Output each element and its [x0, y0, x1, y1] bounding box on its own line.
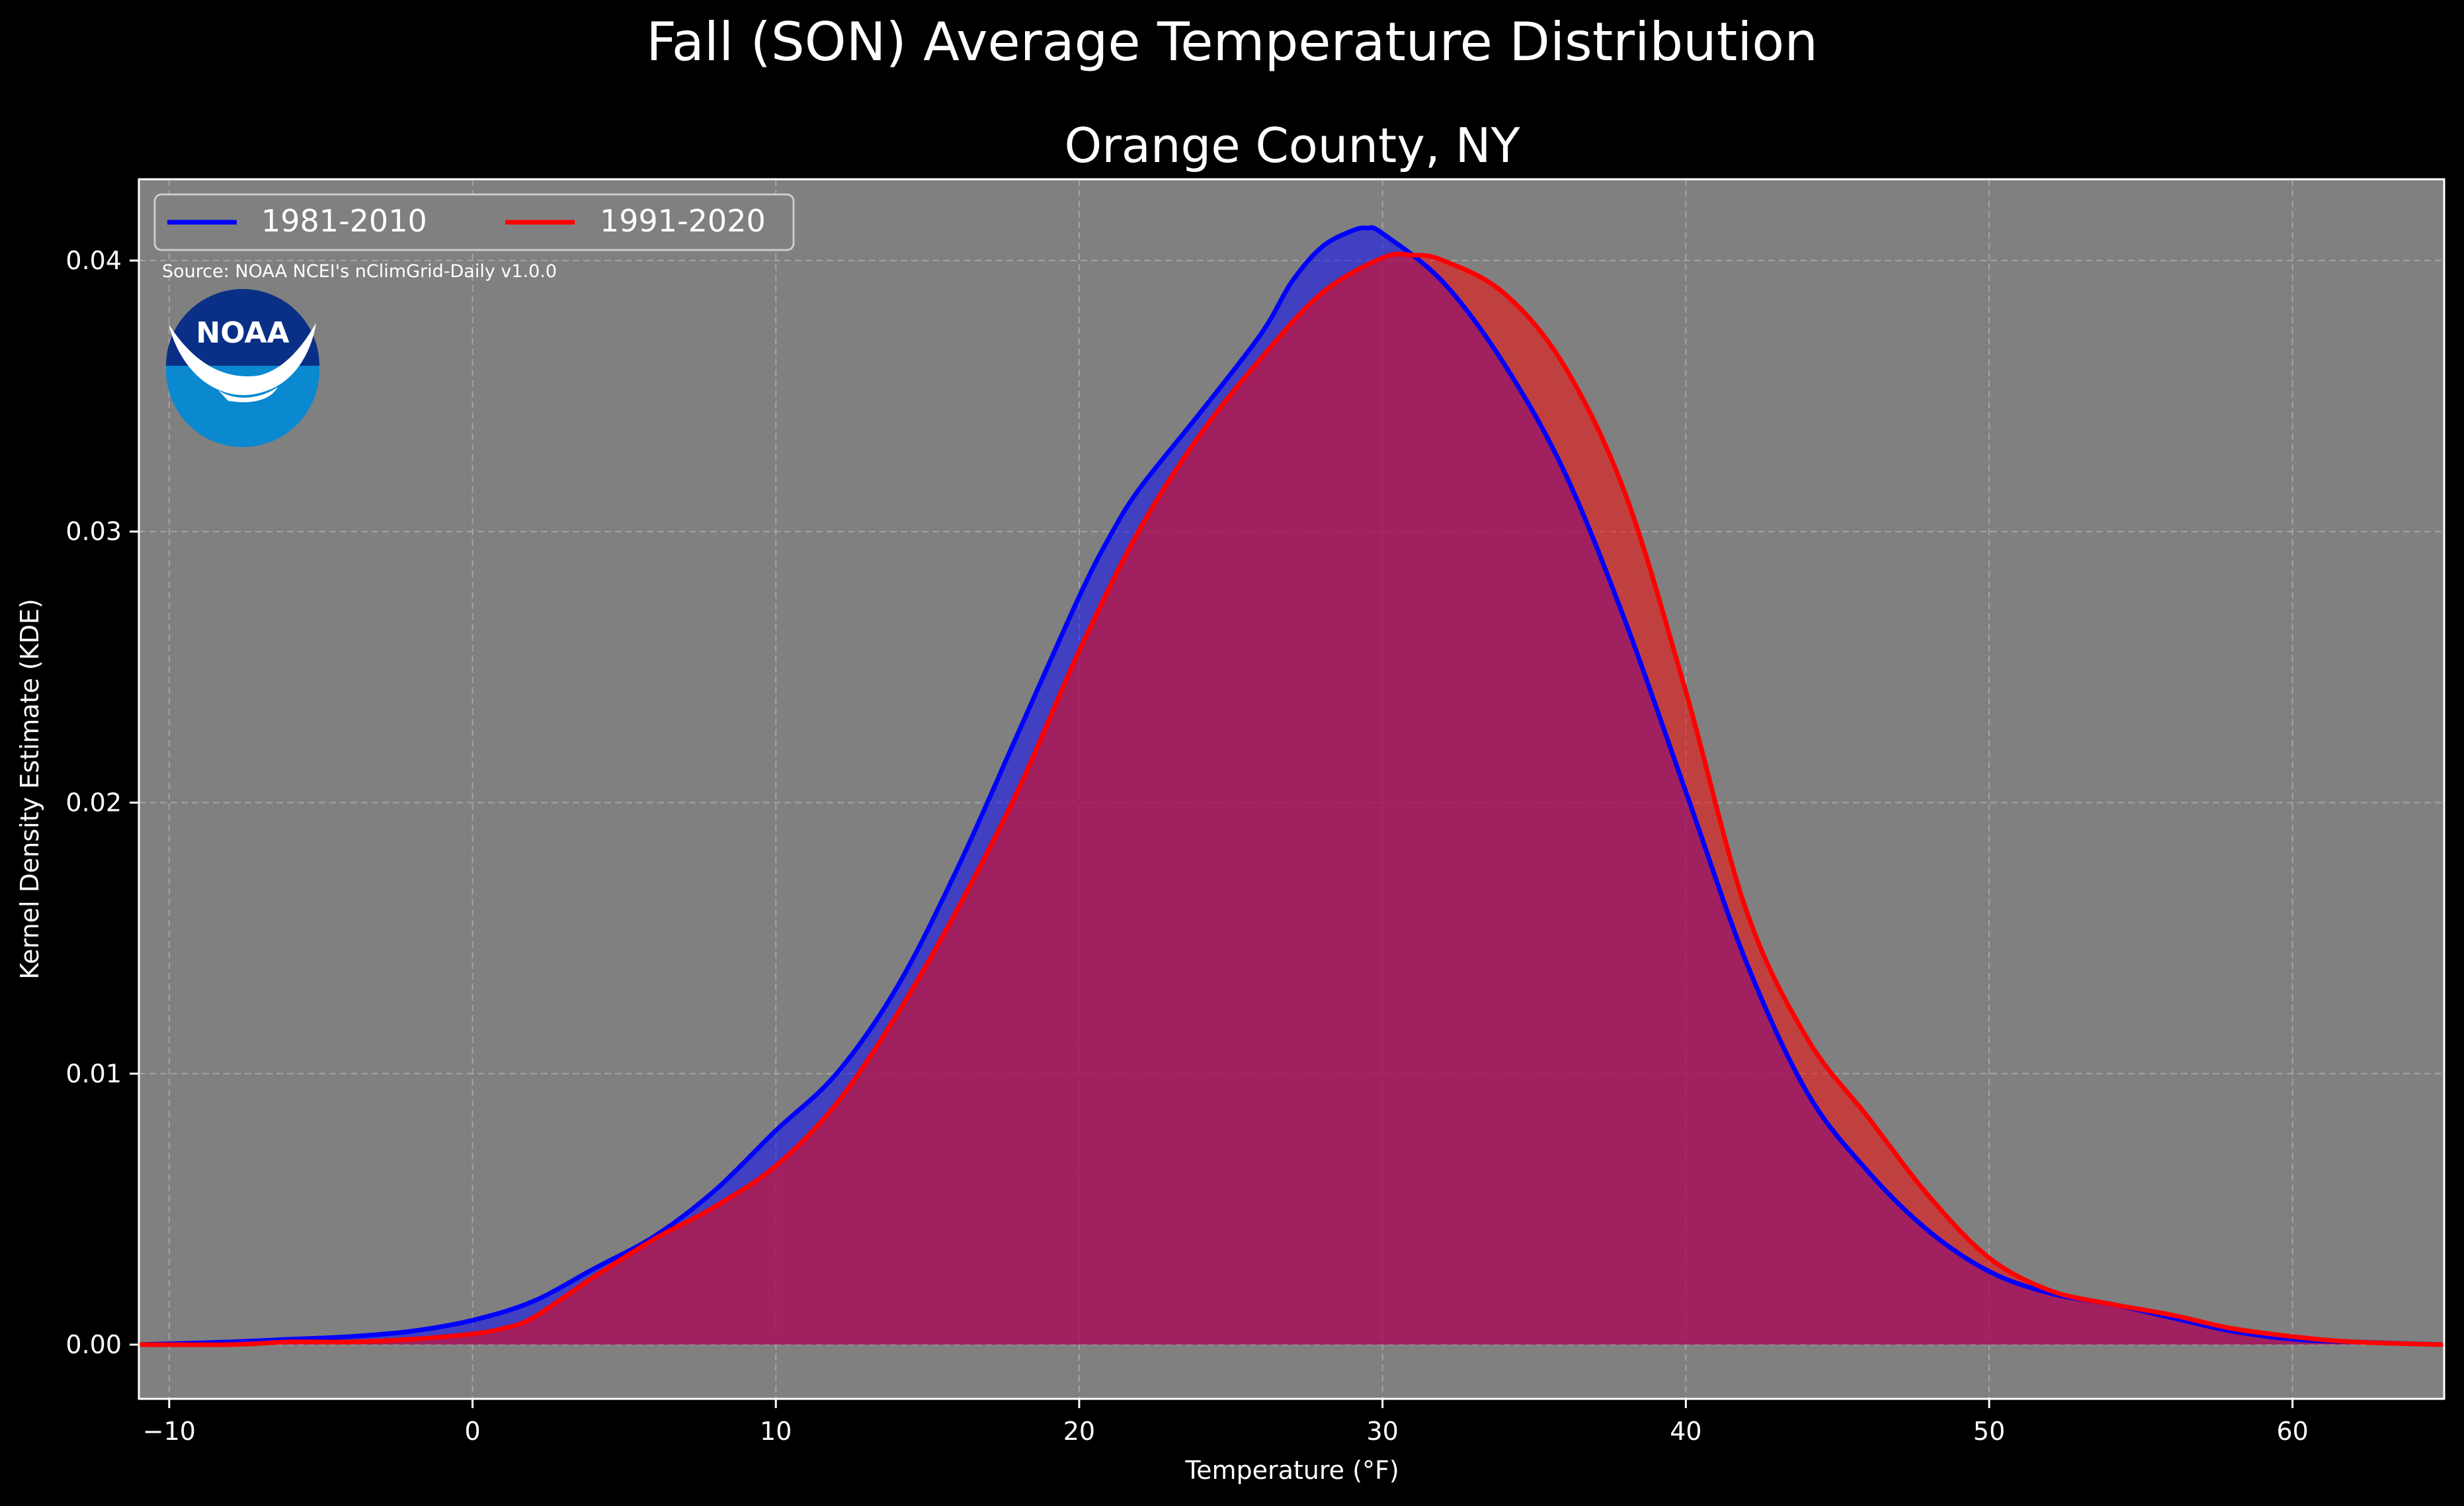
legend: 1981-2010 1991-2020 [153, 193, 795, 251]
series-line-1991-2020 [138, 251, 2445, 1347]
x-tick-label: 40 [1670, 1417, 1702, 1446]
x-tick-label: 50 [1973, 1417, 2005, 1446]
y-axis-label: Kernel Density Estimate (KDE) [15, 599, 44, 980]
x-tick-label: 60 [2276, 1417, 2308, 1446]
x-tick-label: 20 [1063, 1417, 1095, 1446]
y-tick-label: 0.04 [65, 246, 122, 275]
y-tick-label: 0.01 [65, 1059, 122, 1088]
source-note: Source: NOAA NCEI's nClimGrid-Daily v1.0… [162, 261, 557, 282]
legend-box [153, 193, 795, 251]
page-title: Fall (SON) Average Temperature Distribut… [646, 11, 1818, 73]
x-tick-label: −10 [143, 1417, 196, 1446]
plot-frame [138, 178, 2445, 1400]
noaa-logo: NOAA [166, 289, 319, 447]
series-layer [138, 225, 2445, 1347]
series-area-1991-2020 [139, 253, 2444, 1345]
y-tick-label: 0.00 [65, 1330, 122, 1359]
x-tick-label: 10 [760, 1417, 792, 1446]
x-axis-label: Temperature (°F) [1184, 1456, 1399, 1485]
legend-label-1981-2010: 1981-2010 [261, 203, 427, 239]
y-tick-label: 0.02 [65, 788, 122, 817]
y-tick-label: 0.03 [65, 517, 122, 546]
legend-label-1991-2020: 1991-2020 [600, 203, 766, 239]
logo-text: NOAA [196, 316, 289, 350]
x-tick-label: 0 [464, 1417, 480, 1446]
chart-title: Orange County, NY [1065, 118, 1521, 173]
series-line-1981-2010 [138, 225, 2445, 1347]
axis-ticks: −10 0 10 20 30 40 50 60 0.00 0.01 0.02 0.03 0.04 [65, 246, 2308, 1446]
x-tick-label: 30 [1366, 1417, 1398, 1446]
